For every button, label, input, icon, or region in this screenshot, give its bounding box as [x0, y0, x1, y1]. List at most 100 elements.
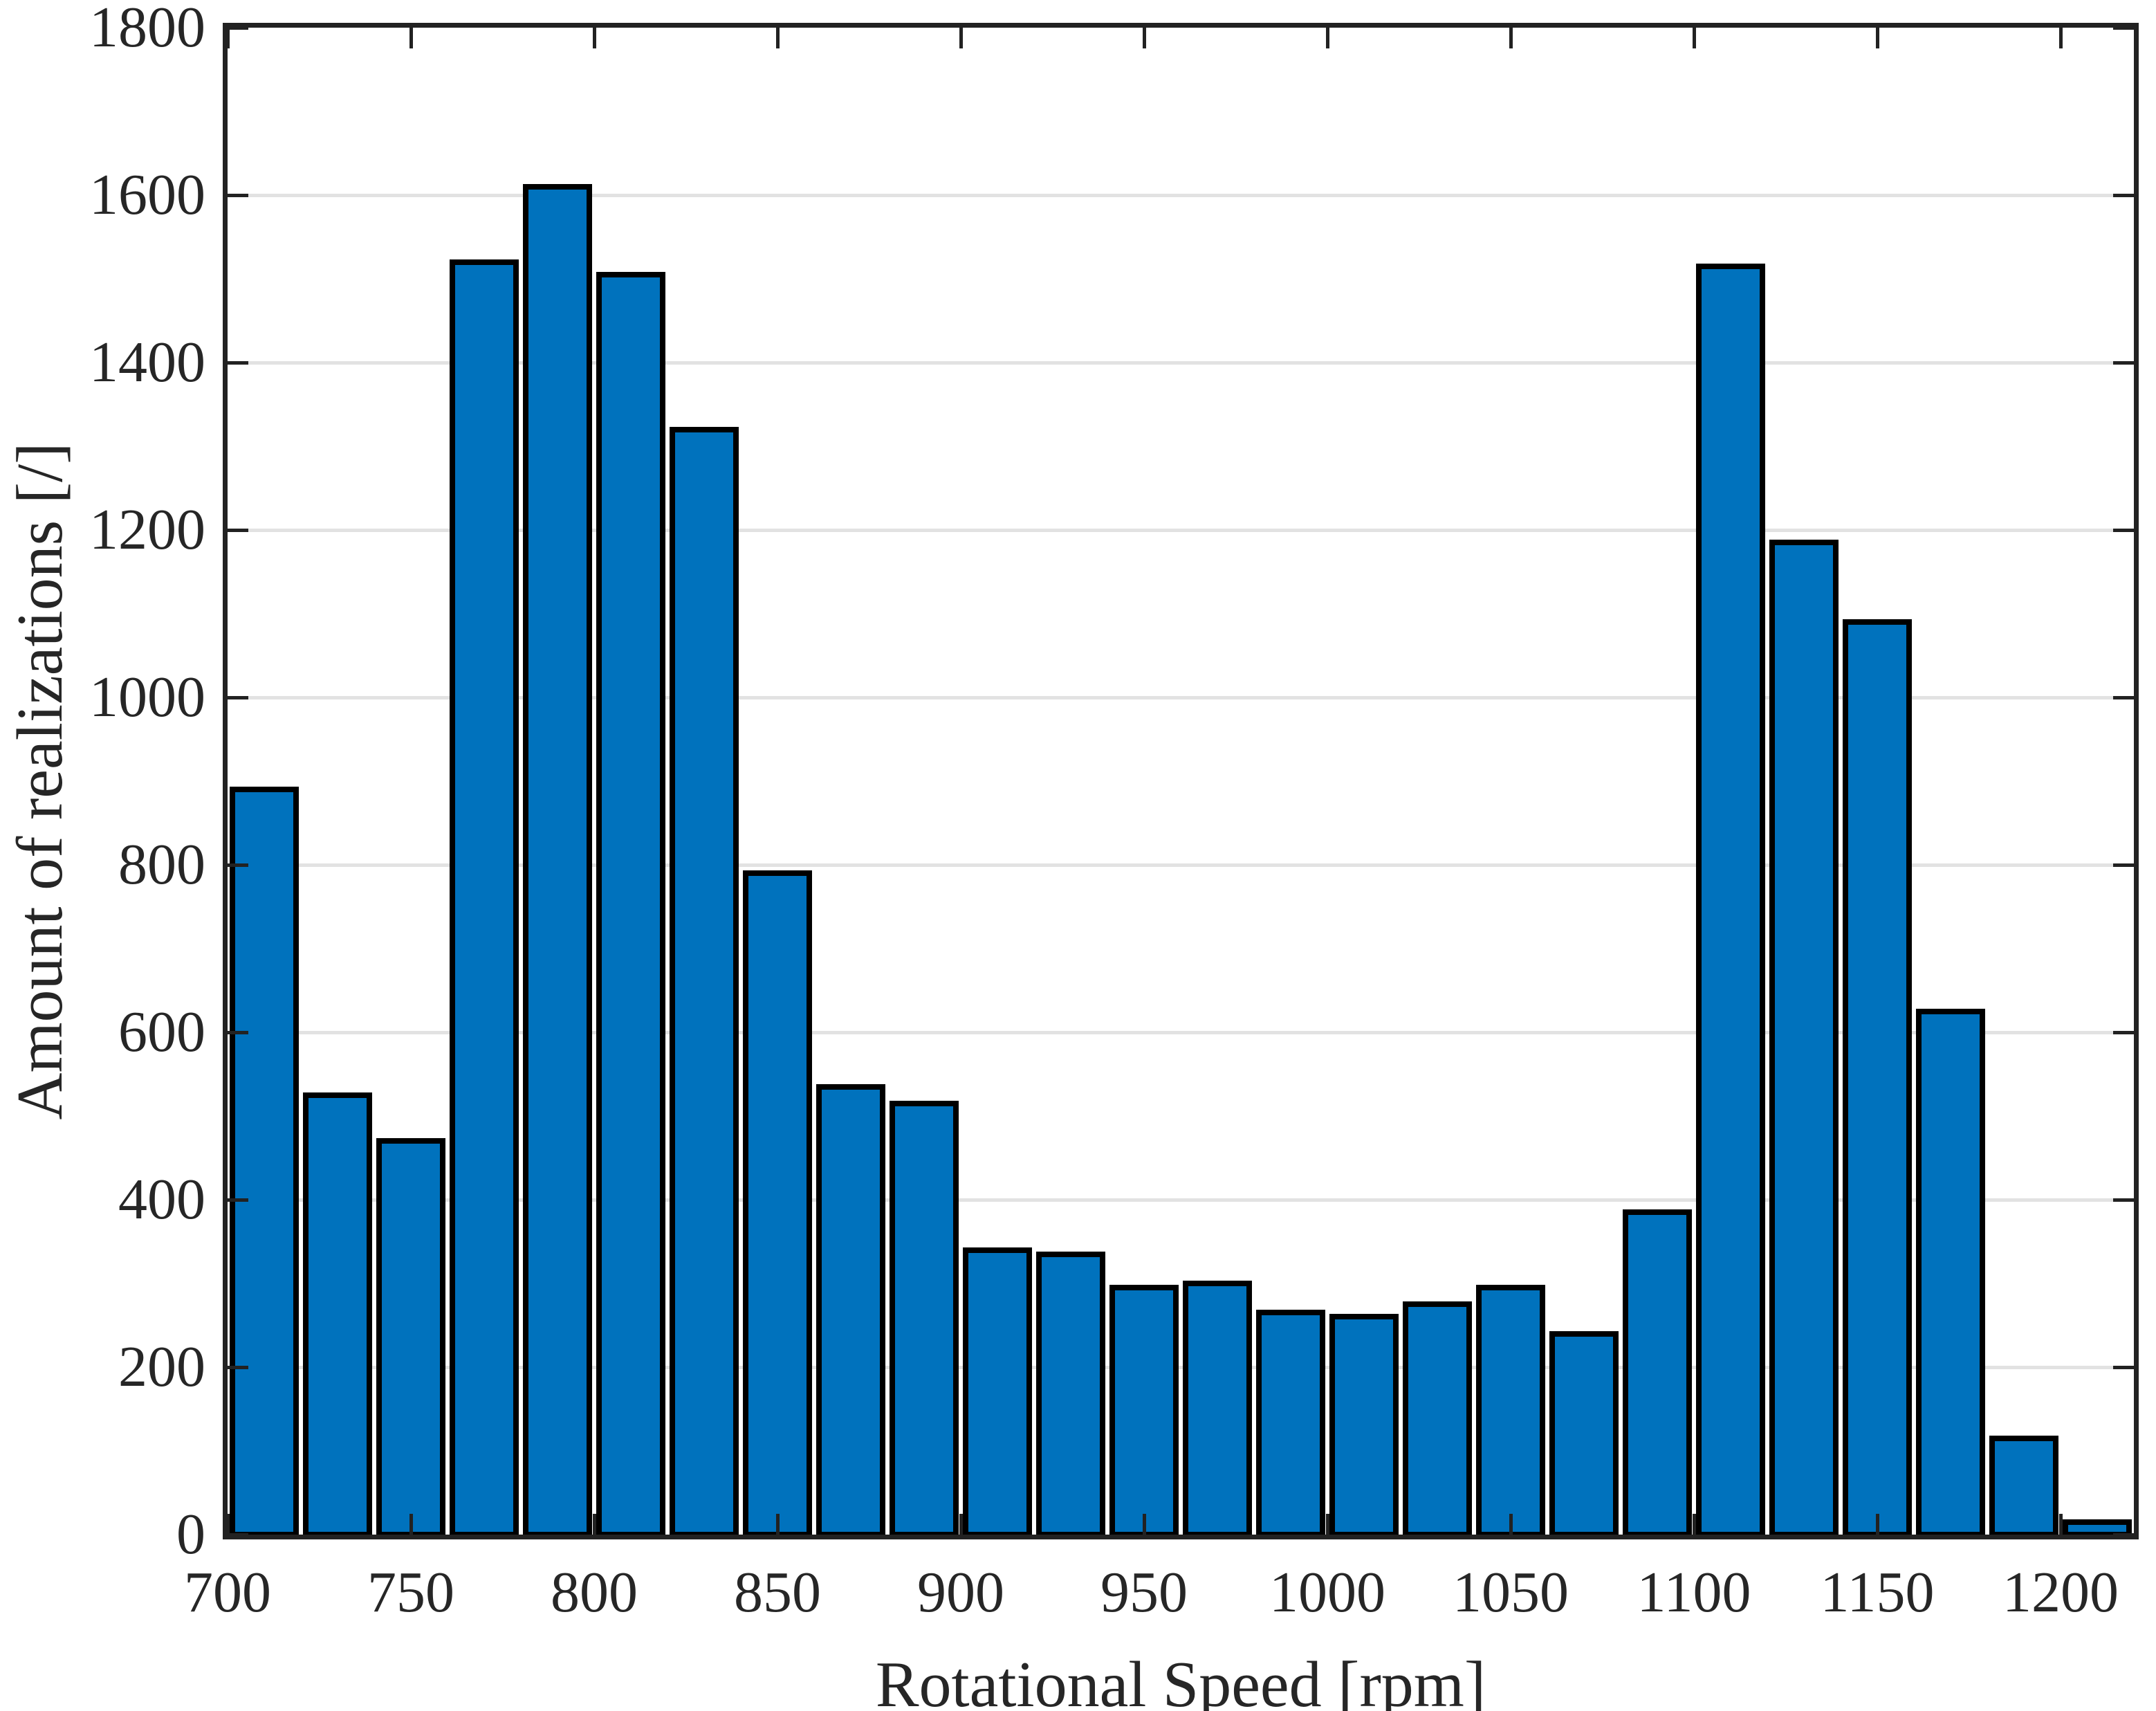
y-tick-mark-right-0 — [2113, 1532, 2134, 1537]
histogram-bar-720-740 — [303, 1092, 372, 1537]
x-tick-label-1100: 1100 — [1637, 1560, 1751, 1625]
x-tick-mark-bottom-850 — [775, 1514, 780, 1535]
y-tick-mark-left-0 — [228, 1532, 248, 1537]
y-gridline-1200 — [228, 528, 2134, 532]
histogram-bar-860-880 — [816, 1083, 885, 1537]
x-tick-label-900: 900 — [917, 1560, 1004, 1625]
x-tick-mark-bottom-1100 — [1692, 1514, 1696, 1535]
y-tick-label-600: 600 — [118, 1000, 205, 1064]
y-gridline-200 — [228, 1365, 2134, 1369]
x-tick-mark-top-1100 — [1692, 28, 1696, 48]
y-axis-label: Amount of realizations [/] — [4, 442, 76, 1120]
x-tick-mark-bottom-1050 — [1509, 1514, 1513, 1535]
x-tick-mark-bottom-1150 — [1875, 1514, 1879, 1535]
x-tick-label-850: 850 — [734, 1560, 821, 1625]
y-gridline-1400 — [228, 360, 2134, 365]
x-tick-mark-top-1200 — [2058, 28, 2063, 48]
y-tick-label-1400: 1400 — [89, 330, 205, 394]
histogram-bar-820-840 — [670, 426, 739, 1537]
x-tick-mark-bottom-800 — [592, 1514, 596, 1535]
histogram-bar-920-940 — [1036, 1251, 1105, 1537]
histogram-bar-980-1000 — [1256, 1310, 1325, 1537]
histogram-bar-1120-1140 — [1769, 540, 1839, 1537]
y-tick-mark-right-1600 — [2113, 193, 2134, 197]
x-tick-mark-top-850 — [775, 28, 780, 48]
y-tick-mark-left-1200 — [228, 528, 248, 532]
y-gridline-1600 — [228, 193, 2134, 197]
x-tick-mark-bottom-750 — [409, 1514, 413, 1535]
histogram-bar-1140-1160 — [1843, 619, 1912, 1537]
y-tick-mark-right-200 — [2113, 1365, 2134, 1369]
y-tick-label-0: 0 — [176, 1502, 205, 1566]
histogram-bar-1060-1080 — [1549, 1330, 1619, 1537]
x-tick-label-1050: 1050 — [1453, 1560, 1569, 1625]
y-gridline-1000 — [228, 695, 2134, 699]
y-tick-mark-right-800 — [2113, 863, 2134, 867]
y-gridline-800 — [228, 863, 2134, 867]
x-tick-mark-bottom-950 — [1142, 1514, 1146, 1535]
y-tick-label-1200: 1200 — [89, 497, 205, 562]
x-tick-label-700: 700 — [184, 1560, 271, 1625]
plot-area — [223, 23, 2139, 1539]
histogram-bar-760-780 — [450, 259, 519, 1537]
x-tick-mark-top-700 — [225, 28, 230, 48]
y-tick-mark-right-1800 — [2113, 26, 2134, 30]
x-tick-label-1200: 1200 — [2002, 1560, 2119, 1625]
y-tick-label-1800: 1800 — [89, 0, 205, 60]
y-gridline-600 — [228, 1030, 2134, 1034]
x-tick-mark-bottom-700 — [225, 1514, 230, 1535]
histogram-bar-940-960 — [1109, 1285, 1179, 1537]
y-tick-mark-left-1000 — [228, 695, 248, 699]
x-tick-label-950: 950 — [1100, 1560, 1188, 1625]
x-tick-mark-top-800 — [592, 28, 596, 48]
histogram-bar-840-860 — [743, 870, 812, 1537]
y-tick-mark-left-600 — [228, 1030, 248, 1034]
x-tick-mark-bottom-1000 — [1325, 1514, 1329, 1535]
histogram-bar-740-760 — [376, 1138, 445, 1537]
histogram-bar-1000-1020 — [1329, 1314, 1399, 1537]
y-tick-label-1600: 1600 — [89, 163, 205, 227]
y-tick-label-200: 200 — [118, 1335, 205, 1399]
x-tick-mark-top-950 — [1142, 28, 1146, 48]
y-tick-mark-left-200 — [228, 1365, 248, 1369]
y-tick-mark-left-400 — [228, 1198, 248, 1202]
histogram-bar-1100-1120 — [1696, 263, 1765, 1537]
histogram-bar-1180-1200 — [1989, 1435, 2058, 1537]
y-tick-mark-right-600 — [2113, 1030, 2134, 1034]
x-tick-label-800: 800 — [551, 1560, 638, 1625]
x-tick-mark-top-1000 — [1325, 28, 1329, 48]
histogram-bar-1200-1220 — [2063, 1519, 2132, 1537]
histogram-bar-1040-1060 — [1476, 1285, 1545, 1537]
y-gridline-400 — [228, 1198, 2134, 1202]
histogram-bar-700-720 — [230, 787, 299, 1537]
x-tick-label-750: 750 — [367, 1560, 454, 1625]
x-tick-label-1000: 1000 — [1269, 1560, 1385, 1625]
histogram-bar-800-820 — [596, 271, 665, 1537]
x-tick-mark-bottom-1200 — [2058, 1514, 2063, 1535]
histogram-bar-1080-1100 — [1623, 1209, 1692, 1537]
x-tick-mark-top-900 — [959, 28, 963, 48]
y-tick-mark-left-1400 — [228, 360, 248, 365]
histogram-bar-1020-1040 — [1403, 1301, 1472, 1537]
histogram-bar-880-900 — [890, 1100, 959, 1537]
y-tick-mark-right-1400 — [2113, 360, 2134, 365]
y-tick-mark-right-1200 — [2113, 528, 2134, 532]
y-tick-mark-right-1000 — [2113, 695, 2134, 699]
y-tick-mark-left-800 — [228, 863, 248, 867]
y-tick-label-800: 800 — [118, 832, 205, 897]
histogram-bar-780-800 — [523, 183, 592, 1537]
x-tick-mark-top-1150 — [1875, 28, 1879, 48]
x-tick-mark-bottom-900 — [959, 1514, 963, 1535]
x-tick-mark-top-1050 — [1509, 28, 1513, 48]
x-tick-mark-top-750 — [409, 28, 413, 48]
x-axis-label: Rotational Speed [rpm] — [875, 1649, 1486, 1711]
y-tick-mark-left-1800 — [228, 26, 248, 30]
histogram-bar-1160-1180 — [1916, 1008, 1985, 1537]
y-tick-label-1000: 1000 — [89, 665, 205, 729]
histogram-bar-960-980 — [1183, 1281, 1252, 1537]
histogram-bar-900-920 — [963, 1247, 1032, 1537]
y-tick-mark-right-400 — [2113, 1198, 2134, 1202]
y-tick-label-400: 400 — [118, 1167, 205, 1232]
y-tick-mark-left-1600 — [228, 193, 248, 197]
